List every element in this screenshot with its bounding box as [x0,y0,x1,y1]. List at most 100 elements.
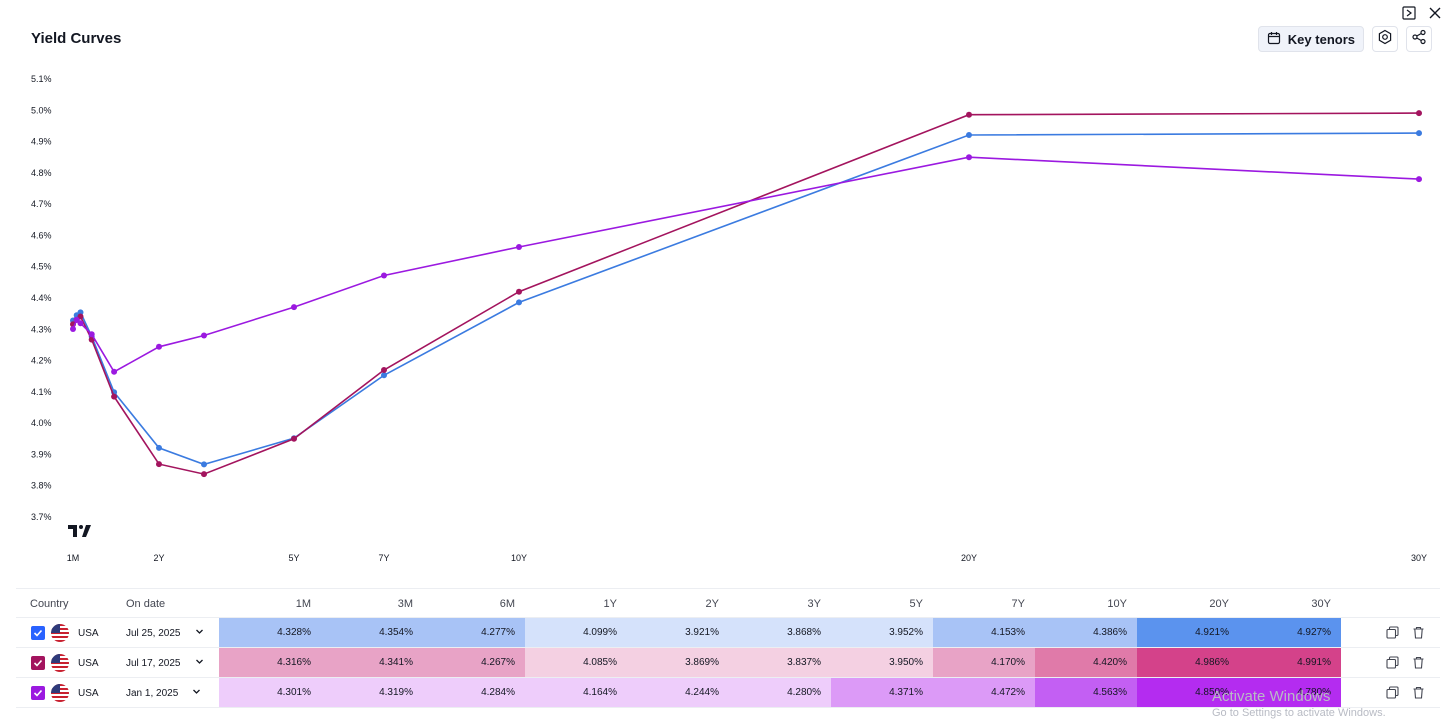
share-button[interactable] [1406,26,1432,52]
series-point[interactable] [111,393,118,400]
series-point[interactable] [516,244,522,250]
page-title: Yield Curves [31,30,122,47]
yield-cell: 3.837% [729,648,831,677]
series-point[interactable] [77,309,84,316]
series-point[interactable] [156,461,162,468]
date-label[interactable]: Jan 1, 2025 [126,688,179,699]
row-checkbox[interactable] [31,656,45,670]
us-flag-icon [51,684,69,702]
series-line[interactable] [72,156,1420,373]
series-point[interactable] [966,111,972,118]
y-tick-label: 4.7% [31,199,52,209]
key-tenors-button[interactable]: Key tenors [1257,26,1364,52]
yield-cell: 4.354% [321,618,423,647]
series-point[interactable] [291,435,297,442]
series-point[interactable] [201,471,207,478]
yield-cell: 4.986% [1137,648,1239,677]
key-tenors-label: Key tenors [1287,31,1355,47]
series-point[interactable] [1416,110,1422,117]
y-tick-label: 3.9% [31,449,52,459]
table-header: Country On date 1M 3M 6M 1Y 2Y 3Y 5Y 7Y 10Y 20Y 30… [16,588,1440,618]
yield-cell: 3.921% [627,618,729,647]
settings-button[interactable] [1372,26,1398,52]
country-label: USA [78,628,99,639]
yield-cell: 4.927% [1239,618,1341,647]
expand-icon[interactable] [1400,4,1418,22]
y-tick-label: 3.8% [31,481,52,491]
series-line[interactable] [72,112,1420,475]
y-axis: 5.1% 5.0% 4.9% 4.8% 4.7% 4.6% 4.5% 4.4% 4.3% 4.2%… [31,74,52,522]
x-tick-label: 20Y [961,553,977,563]
header-tenor: 30Y [1311,598,1331,610]
x-tick-label: 10Y [511,553,527,563]
copy-icon[interactable] [1386,656,1399,669]
y-tick-label: 4.9% [31,137,52,147]
series-point[interactable] [201,461,207,468]
y-tick-label: 4.5% [31,262,52,272]
date-label[interactable]: Jul 25, 2025 [126,628,181,639]
header-tenor: 7Y [1011,598,1025,610]
yield-cell: 4.277% [423,618,525,647]
copy-icon[interactable] [1386,686,1399,699]
series-point[interactable] [1416,176,1422,183]
series-point[interactable] [381,367,387,373]
series-point[interactable] [966,132,972,138]
header-tenor: 20Y [1209,598,1229,610]
series-point[interactable] [201,332,207,339]
date-label[interactable]: Jul 17, 2025 [126,658,181,669]
yield-cell: 4.319% [321,678,423,707]
series-point[interactable] [70,326,76,332]
header-tenor: 10Y [1107,598,1127,610]
yield-curve-chart[interactable]: 5.1% 5.0% 4.9% 4.8% 4.7% 4.6% 4.5% 4.4% 4.3% 4.2%… [0,60,1456,580]
series-point[interactable] [156,444,162,451]
series-point[interactable] [111,368,118,375]
series-point[interactable] [381,372,387,379]
trash-icon[interactable] [1412,626,1425,639]
series-point[interactable] [156,343,162,350]
series-point[interactable] [516,299,522,306]
y-tick-label: 4.1% [31,387,52,397]
series-point[interactable] [966,154,972,161]
series-point[interactable] [88,331,95,338]
chevron-down-icon[interactable] [192,687,201,698]
series-point[interactable] [381,272,387,279]
series-point[interactable] [77,320,84,327]
series-line[interactable] [72,132,1420,466]
series-point[interactable] [516,288,522,295]
yield-cell: 4.780% [1239,678,1341,707]
series-layer [70,110,1422,478]
chevron-down-icon[interactable] [195,657,204,668]
header-tenor: 3Y [807,598,821,610]
yield-cell: 4.099% [525,618,627,647]
yield-cell: 4.170% [933,648,1035,677]
close-icon[interactable] [1426,4,1444,22]
y-tick-label: 5.1% [31,74,52,84]
check-icon [33,629,43,637]
y-tick-label: 4.8% [31,168,52,178]
x-tick-label: 30Y [1411,553,1427,563]
header-country: Country [30,598,69,610]
activate-windows-watermark: Activate Windows [1212,688,1331,705]
yield-cell: 4.371% [831,678,933,707]
x-tick-label: 7Y [378,553,389,563]
row-checkbox[interactable] [31,626,45,640]
tradingview-logo-icon [68,525,91,537]
header-tenor: 1M [295,598,311,610]
row-checkbox[interactable] [31,686,45,700]
trash-icon[interactable] [1412,686,1425,699]
yield-cell: 4.316% [219,648,321,677]
yield-cell: 4.164% [525,678,627,707]
yield-cell: 4.244% [627,678,729,707]
yield-cell: 4.280% [729,678,831,707]
table-row: USA Jul 25, 2025 4.328% 4.354% 4.277% 4.099% 3… [16,618,1440,648]
copy-icon[interactable] [1386,626,1399,639]
calendar-icon [1267,31,1281,48]
trash-icon[interactable] [1412,656,1425,669]
yield-cell: 4.563% [1035,678,1137,707]
header-tenor: 6M [499,598,515,610]
series-point[interactable] [291,304,297,311]
header-tenor: 5Y [909,598,923,610]
chevron-down-icon[interactable] [195,627,204,638]
y-tick-label: 4.2% [31,356,52,366]
series-point[interactable] [1416,130,1422,137]
